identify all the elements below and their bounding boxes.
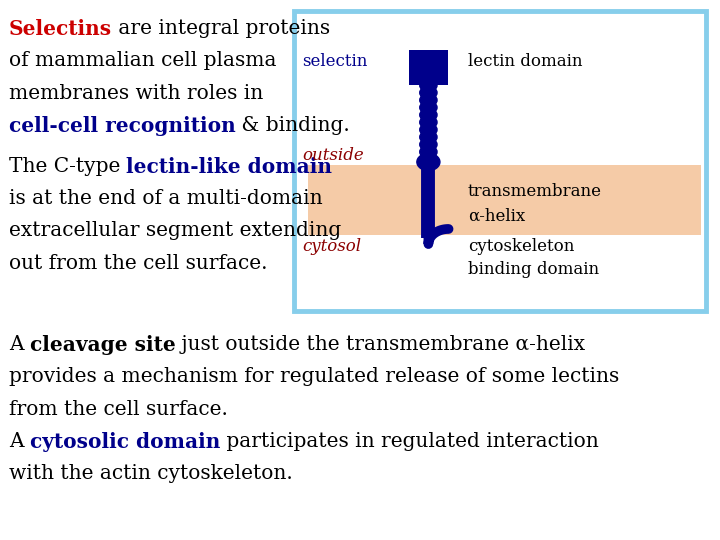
Text: lectin domain: lectin domain (468, 53, 582, 70)
Text: cytoskeleton: cytoskeleton (468, 238, 575, 255)
Bar (308, 165, 701, 235)
Text: cell-cell recognition: cell-cell recognition (9, 116, 235, 136)
Circle shape (420, 101, 437, 114)
Text: selectin: selectin (302, 53, 368, 70)
Text: Selectins: Selectins (9, 19, 112, 39)
Text: provides a mechanism for regulated release of some lectins: provides a mechanism for regulated relea… (9, 367, 619, 386)
Circle shape (417, 153, 440, 171)
Text: cytosolic domain: cytosolic domain (30, 432, 220, 452)
Text: from the cell surface.: from the cell surface. (9, 400, 228, 419)
Text: out from the cell surface.: out from the cell surface. (9, 254, 267, 273)
Text: & binding.: & binding. (235, 116, 350, 135)
Text: is at the end of a multi-domain: is at the end of a multi-domain (9, 189, 323, 208)
Text: binding domain: binding domain (468, 261, 599, 279)
Text: A: A (9, 432, 30, 451)
Text: The C-type: The C-type (9, 157, 127, 176)
Circle shape (420, 109, 437, 122)
Text: lectin-like domain: lectin-like domain (127, 157, 333, 177)
Circle shape (420, 138, 437, 151)
Text: A: A (9, 335, 30, 354)
Text: just outside the transmembrane α-helix: just outside the transmembrane α-helix (176, 335, 585, 354)
Text: cleavage site: cleavage site (30, 335, 176, 355)
Circle shape (420, 93, 437, 106)
Text: of mammalian cell plasma: of mammalian cell plasma (9, 51, 276, 70)
Text: are integral proteins: are integral proteins (112, 19, 330, 38)
Circle shape (420, 145, 437, 158)
FancyBboxPatch shape (294, 11, 706, 310)
Circle shape (420, 153, 437, 166)
Circle shape (420, 131, 437, 144)
Text: outside: outside (302, 147, 364, 164)
Text: α-helix: α-helix (468, 207, 526, 225)
Circle shape (420, 86, 437, 99)
Text: cytosol: cytosol (302, 238, 361, 255)
Text: transmembrane: transmembrane (468, 183, 602, 200)
Text: extracellular segment extending: extracellular segment extending (9, 221, 341, 240)
Text: participates in regulated interaction: participates in regulated interaction (220, 432, 599, 451)
Text: membranes with roles in: membranes with roles in (9, 84, 263, 103)
Circle shape (420, 123, 437, 136)
FancyBboxPatch shape (409, 50, 448, 85)
Circle shape (420, 79, 437, 92)
Circle shape (420, 116, 437, 129)
Text: with the actin cytoskeleton.: with the actin cytoskeleton. (9, 464, 292, 483)
